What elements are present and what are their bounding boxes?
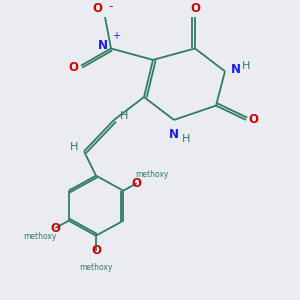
Text: O: O [68,61,78,74]
Text: N: N [169,128,179,141]
Text: O: O [93,2,103,15]
Text: O: O [50,222,60,235]
Text: O: O [91,244,101,257]
Text: H: H [182,134,190,144]
Text: +: + [112,31,120,41]
Text: H: H [120,111,128,121]
Text: N: N [98,39,107,52]
Text: O: O [248,113,258,126]
Text: H: H [70,142,78,152]
Text: N: N [230,63,240,76]
Text: H: H [242,61,250,70]
Text: methoxy: methoxy [23,232,57,241]
Text: -: - [108,0,112,13]
Text: O: O [132,177,142,190]
Text: methoxy: methoxy [135,170,169,179]
Text: O: O [190,2,200,15]
Text: methoxy: methoxy [79,262,113,272]
